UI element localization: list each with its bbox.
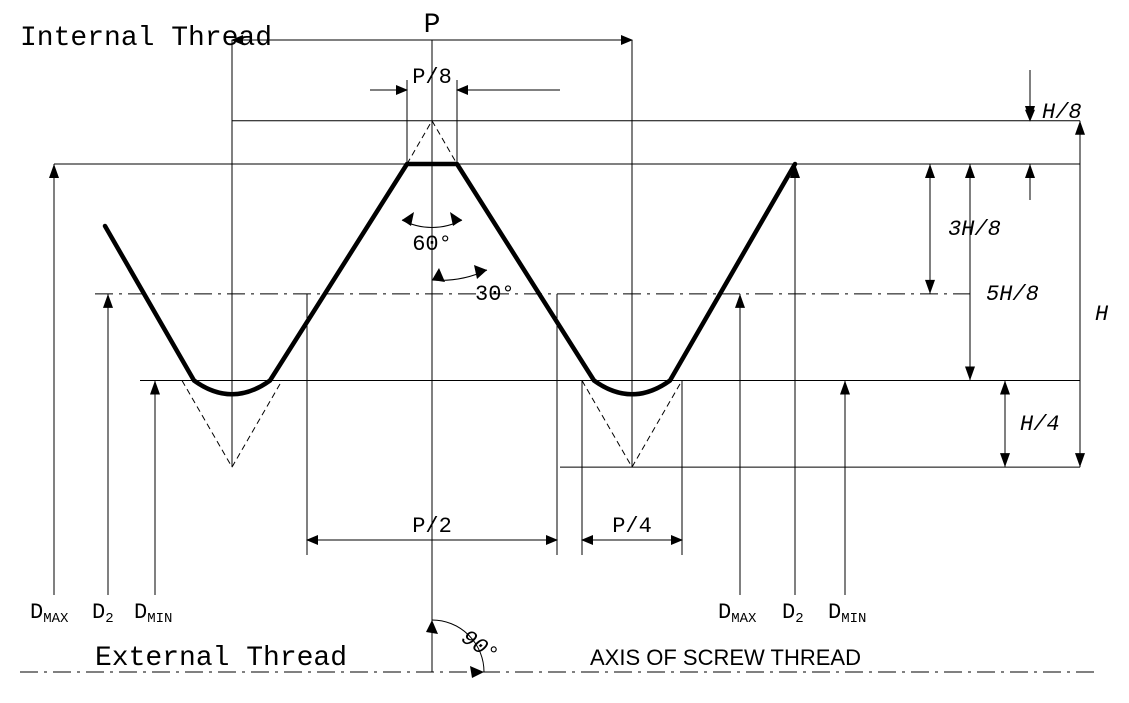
label-90deg: 90° [456, 625, 503, 668]
title-external-thread: External Thread [95, 643, 347, 674]
label-Dmin-left: DMIN [134, 600, 172, 627]
label-P2: P/2 [412, 514, 452, 539]
thread-diagram: P P/8 P/2 P/4 H/8 3H/8 5H/8 H/4 [0, 0, 1129, 703]
label-H4: H/4 [1020, 412, 1060, 437]
label-H: H [1095, 302, 1109, 327]
label-30deg: 30° [475, 282, 515, 307]
label-P8: P/8 [412, 65, 452, 90]
label-P4: P/4 [612, 514, 652, 539]
label-60deg: 60° [412, 232, 452, 257]
label-Dmin-right: DMIN [828, 600, 866, 627]
label-3H8: 3H/8 [948, 217, 1001, 242]
label-Dmax-right: DMAX [718, 600, 757, 627]
label-D2-left: D2 [92, 600, 114, 627]
title-internal-thread: Internal Thread [20, 23, 272, 54]
thread-profile [105, 164, 795, 394]
title-axis: AXIS OF SCREW THREAD [590, 645, 861, 670]
label-5H8: 5H/8 [986, 282, 1039, 307]
label-Dmax-left: DMAX [30, 600, 69, 627]
label-D2-right: D2 [782, 600, 804, 627]
label-P: P [424, 10, 441, 41]
label-H8: H/8 [1042, 100, 1082, 125]
